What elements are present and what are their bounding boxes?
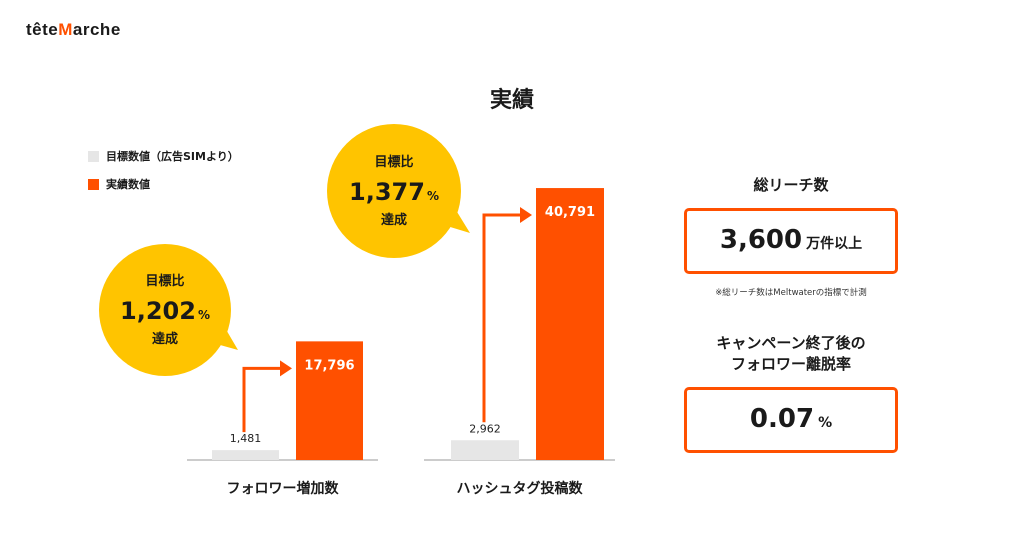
bar-target	[212, 450, 279, 460]
reach-label: 総リーチ数	[753, 176, 829, 194]
bubble-caption: 目標比	[145, 273, 184, 289]
category-label: フォロワー増加数	[227, 480, 340, 497]
bar-chart: 1,481 17,796 フォロワー増加数 目標比 1,202 % 達成 2,962 40,79…	[99, 124, 615, 497]
legend-item-target: 目標数値（広告SIMより）	[88, 147, 239, 165]
unfollow-unit: %	[818, 415, 833, 431]
reach-box: 3,600 万件以上	[684, 208, 898, 274]
bubble-ratio: 1,377%	[349, 178, 439, 206]
bubble-achieved: 達成	[152, 331, 178, 347]
bar-actual	[536, 188, 604, 460]
bar-target-label: 1,481	[230, 432, 262, 445]
bar-target-label: 2,962	[469, 422, 501, 435]
legend-swatch-actual	[88, 178, 99, 190]
category-label: ハッシュタグ投稿数	[457, 480, 584, 497]
growth-arrow-head	[520, 207, 532, 224]
growth-arrow	[482, 213, 520, 423]
unfollow-value: 0.07	[749, 404, 815, 434]
bubble-caption: 目標比	[374, 154, 413, 170]
growth-arrow-head	[280, 360, 292, 377]
page-title: 実績	[489, 88, 534, 113]
bar-target	[451, 440, 519, 460]
reach-value: 3,600	[719, 225, 803, 255]
reach-note: ※総リーチ数はMeltwaterの指標で計測	[715, 288, 867, 298]
bar-actual	[296, 341, 363, 460]
growth-arrow	[242, 366, 280, 433]
bar-actual-label: 40,791	[545, 205, 595, 220]
chart-legend: 目標数値（広告SIMより） 実績数値	[88, 147, 239, 203]
bubble-ratio: 1,202%	[120, 297, 210, 325]
legend-swatch-target	[88, 150, 99, 162]
legend-label-target: 目標数値（広告SIMより）	[106, 150, 239, 163]
legend-item-actual: 実績数値	[88, 175, 239, 193]
reach-unit: 万件以上	[806, 236, 863, 252]
bubble-achieved: 達成	[381, 212, 407, 228]
unfollow-panel: キャンペーン終了後の フォロワー離脱率 0.07 %	[684, 333, 898, 453]
unfollow-label-1: キャンペーン終了後の	[716, 334, 866, 352]
ratio-bubble	[99, 244, 231, 376]
bar-actual-label: 17,796	[304, 358, 354, 373]
reach-panel: 総リーチ数 3,600 万件以上 ※総リーチ数はMeltwaterの指標で計測	[684, 174, 898, 298]
brand-logo: têteMarche	[26, 20, 121, 39]
unfollow-box: 0.07 %	[684, 387, 898, 453]
unfollow-label-2: フォロワー離脱率	[730, 355, 851, 373]
legend-label-actual: 実績数値	[106, 178, 150, 191]
ratio-bubble	[327, 124, 461, 258]
